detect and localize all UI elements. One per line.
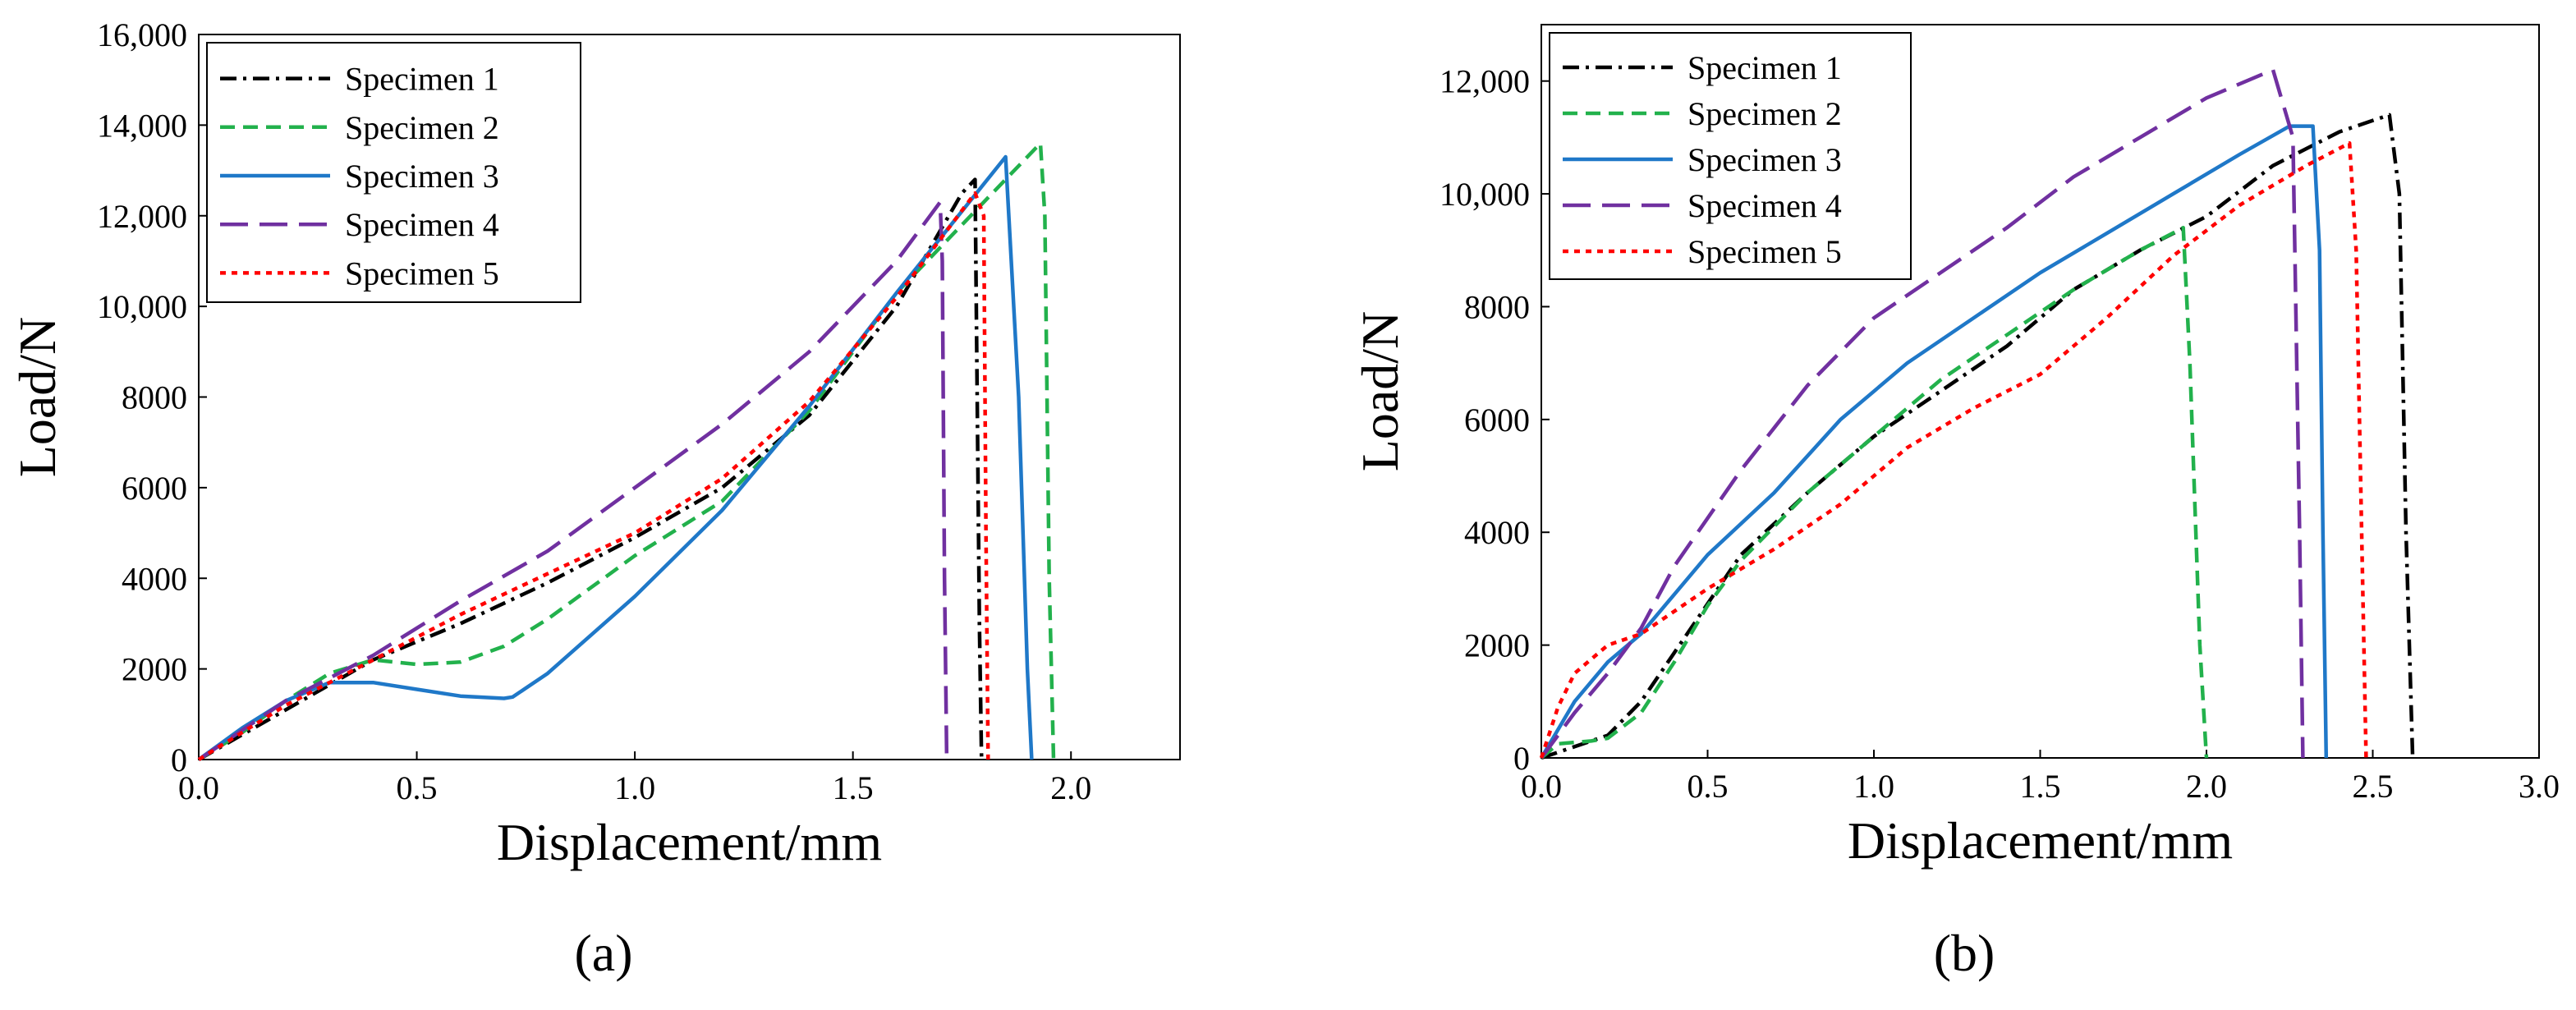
x-axis-title: Displacement/mm <box>497 813 882 871</box>
legend-label-3: Specimen 3 <box>1687 141 1842 178</box>
panel-label-b: (b) <box>1934 924 1995 982</box>
y-tick-label: 6000 <box>122 470 187 507</box>
x-tick-label: 3.0 <box>2519 768 2560 805</box>
y-tick-label: 4000 <box>122 560 187 597</box>
x-tick-label: 1.5 <box>2020 768 2061 805</box>
series-line-4 <box>197 200 949 761</box>
legend-box <box>206 42 581 303</box>
panel-label-a: (a) <box>574 924 632 982</box>
y-tick-label: 10,000 <box>97 288 187 325</box>
legend-label-4: Specimen 4 <box>1687 187 1842 224</box>
x-tick-label: 0.5 <box>1687 768 1729 805</box>
series-line-2 <box>197 141 1056 761</box>
x-tick-label: 1.5 <box>833 769 874 806</box>
x-tick-label: 1.0 <box>1853 768 1894 805</box>
y-tick-label: 6000 <box>1464 402 1530 438</box>
legend-label-4: Specimen 4 <box>345 206 499 243</box>
legend-label-3: Specimen 3 <box>345 158 499 195</box>
panel-b: 0.0 0.5 1.0 1.5 2.0 2.5 3.0 0 2000 4000 6000 8000 10… <box>1351 24 2560 870</box>
series-line-5 <box>197 191 990 761</box>
series-line-1 <box>1541 112 2415 760</box>
y-tick-label: 2000 <box>1464 627 1530 664</box>
x-tick-label: 0.5 <box>397 769 438 806</box>
legend-label-5: Specimen 5 <box>345 255 499 292</box>
legend-label-2: Specimen 2 <box>345 109 499 146</box>
x-tick-label: 2.0 <box>2186 768 2227 805</box>
x-tick-label: 0.0 <box>1521 768 1562 805</box>
y-tick-label: 2000 <box>122 651 187 688</box>
y-tick-label: 12,000 <box>1440 63 1530 100</box>
y-tick-label: 0 <box>171 741 187 778</box>
series-line-1 <box>197 177 984 761</box>
y-tick-label: 8000 <box>1464 288 1530 325</box>
y-tick-label: 8000 <box>122 379 187 416</box>
x-tick-label: 0.0 <box>178 769 219 806</box>
series-line-4 <box>1540 67 2305 760</box>
legend-box <box>1549 32 1912 280</box>
panel-a: 0.0 0.5 1.0 1.5 2.0 0 2000 4000 6000 8000 10,000 12… <box>8 16 1181 871</box>
legend-label-5: Specimen 5 <box>1687 233 1842 270</box>
x-tick-label: 2.0 <box>1050 769 1091 806</box>
x-tick-label: 1.0 <box>614 769 655 806</box>
legend-label-1: Specimen 1 <box>1687 49 1842 86</box>
x-axis-title: Displacement/mm <box>1848 811 2233 870</box>
y-tick-label: 14,000 <box>97 107 187 144</box>
series-line-5 <box>1539 141 2368 759</box>
y-tick-label: 10,000 <box>1440 176 1530 213</box>
legend-label-2: Specimen 2 <box>1687 95 1842 132</box>
series-line-2 <box>1540 226 2209 760</box>
y-tick-label: 16,000 <box>97 16 187 53</box>
y-axis-title: Load/N <box>1351 311 1409 472</box>
y-tick-label: 12,000 <box>97 198 187 235</box>
x-tick-label: 2.5 <box>2353 768 2394 805</box>
legend-label-1: Specimen 1 <box>345 61 499 98</box>
series-line-3 <box>1540 124 2329 760</box>
y-tick-label: 0 <box>1513 740 1530 777</box>
y-tick-label: 4000 <box>1464 514 1530 551</box>
y-axis-title: Load/N <box>8 317 67 478</box>
